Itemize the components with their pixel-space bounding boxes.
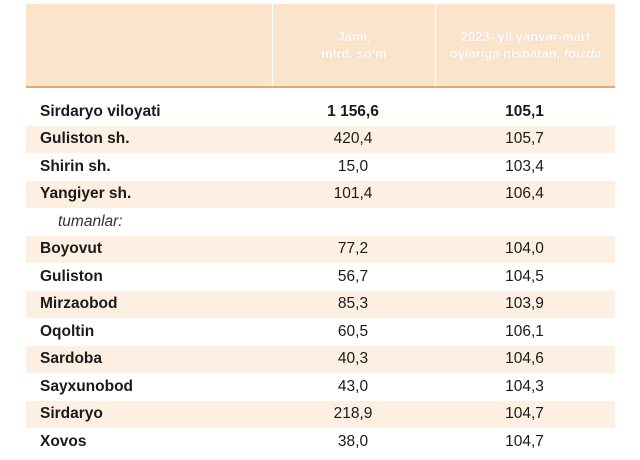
- row-name: Xovos: [40, 432, 87, 450]
- data-table: Jami, mlrd. so‘m 2023- yil yanvar-mart o…: [26, 4, 615, 456]
- table-row: Yangiyer sh. 101,4 106,4: [26, 180, 615, 208]
- row-name: Boyovut: [40, 240, 102, 258]
- row-percent: 104,7: [505, 432, 544, 450]
- row-name: Sayxunobod: [40, 377, 134, 395]
- header-percent-line2-prefix: oylariga nisbatan,: [449, 46, 561, 61]
- table-row: Sardoba 40,3 104,6: [26, 345, 615, 373]
- row-total: 43,0: [337, 377, 369, 395]
- table-row: Oqoltin 60,5 106,1: [26, 318, 615, 346]
- row-total: 101,4: [333, 185, 373, 203]
- row-total: 218,9: [333, 405, 373, 423]
- row-name: Mirzaobod: [40, 295, 118, 313]
- table-row: Sayxunobod 43,0 104,3: [26, 373, 615, 401]
- header-percent-line2-italic: foizda: [563, 46, 602, 61]
- row-total: 1 156,6: [327, 102, 379, 120]
- table-row: Guliston 56,7 104,5: [26, 263, 615, 291]
- row-percent: 106,1: [505, 322, 544, 340]
- row-percent: 106,4: [505, 185, 544, 203]
- row-percent: 104,7: [505, 405, 544, 423]
- table-row: Sirdaryo 218,9 104,7: [26, 400, 615, 428]
- row-percent: 104,5: [505, 267, 544, 285]
- table-row-subheading: tumanlar:: [26, 208, 615, 236]
- row-total: 85,3: [337, 295, 369, 313]
- row-percent: 105,7: [505, 130, 544, 148]
- row-total: 38,0: [337, 432, 369, 450]
- header-total-line1: Jami,: [337, 29, 371, 44]
- row-total: 56,7: [337, 267, 369, 285]
- table-row: Mirzaobod 85,3 103,9: [26, 290, 615, 318]
- row-total: 15,0: [337, 157, 369, 175]
- row-name: Guliston sh.: [40, 130, 130, 148]
- row-total: 40,3: [337, 350, 369, 368]
- table-row: Xovos 38,0 104,7: [26, 428, 615, 456]
- table-row: Shirin sh. 15,0 103,4: [26, 153, 615, 181]
- row-name: Guliston: [40, 267, 103, 285]
- row-total: 420,4: [333, 130, 373, 148]
- table-row-region-total: Sirdaryo viloyati 1 156,6 105,1: [26, 98, 615, 126]
- row-name: Sirdaryo viloyati: [40, 102, 161, 120]
- row-percent: 105,1: [505, 102, 544, 120]
- table-row: Boyovut 77,2 104,0: [26, 235, 615, 263]
- header-percent-line2: oylariga nisbatan, foizda: [450, 45, 602, 62]
- row-total: 77,2: [337, 240, 369, 258]
- row-percent: 103,9: [505, 295, 544, 313]
- header-total-column: Jami, mlrd. so‘m: [272, 4, 435, 86]
- header-total-line2: mlrd. so‘m: [321, 46, 387, 61]
- table-body: Sirdaryo viloyati 1 156,6 105,1 Guliston…: [26, 98, 615, 456]
- header-name-column: [26, 4, 272, 86]
- row-total: 60,5: [337, 322, 369, 340]
- row-name: Sirdaryo: [40, 405, 103, 423]
- table-row: Guliston sh. 420,4 105,7: [26, 125, 615, 153]
- header-percent-line1: 2023- yil yanvar-mart: [460, 29, 591, 44]
- header-percent-column: 2023- yil yanvar-mart oylariga nisbatan,…: [435, 4, 615, 86]
- row-name: tumanlar:: [58, 212, 123, 230]
- row-name: Oqoltin: [40, 322, 95, 340]
- row-percent: 103,4: [505, 157, 544, 175]
- table-header: Jami, mlrd. so‘m 2023- yil yanvar-mart o…: [26, 4, 615, 88]
- row-name: Sardoba: [40, 350, 103, 368]
- row-percent: 104,6: [505, 350, 544, 368]
- row-percent: 104,0: [505, 240, 544, 258]
- row-name: Yangiyer sh.: [40, 185, 132, 203]
- row-percent: 104,3: [505, 377, 544, 395]
- row-name: Shirin sh.: [40, 157, 111, 175]
